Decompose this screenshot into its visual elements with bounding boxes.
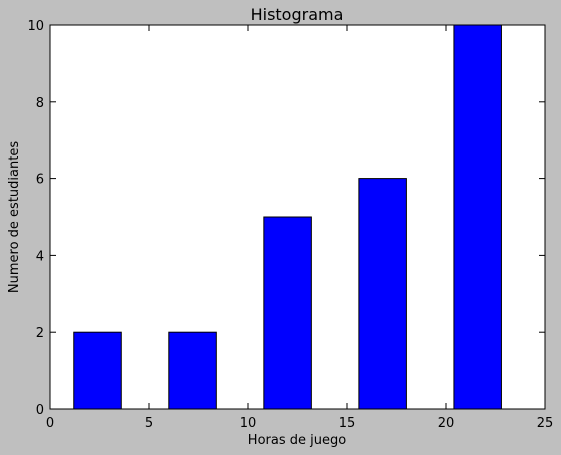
histogram-bar-1 [73,331,122,410]
y-axis-label: Numero de estudiantes [7,141,22,293]
y-tick-label: 4 [36,249,44,264]
histogram-bar-4 [358,178,407,410]
histogram-bar-2 [168,331,217,410]
y-tick-label: 0 [36,403,44,418]
x-tick-label: 15 [339,416,356,431]
histogram-bar-3 [263,216,312,410]
plot-frame [49,24,546,410]
x-tick-label: 25 [537,416,554,431]
x-tick-label: 0 [46,416,54,431]
chart-title: Histograma [251,5,344,24]
x-tick-label: 10 [240,416,257,431]
x-axis-label: Horas de juego [248,433,346,448]
x-tick-label: 5 [145,416,153,431]
y-tick-label: 10 [27,19,44,34]
y-tick-label: 8 [36,96,44,111]
y-tick-label: 6 [36,173,44,188]
x-tick-label: 20 [438,416,455,431]
histogram-bar-5 [453,24,502,410]
y-tick-label: 2 [36,326,44,341]
bars-layer [73,24,502,410]
ticks-layer: 0 5 10 15 20 25 0 2 4 6 8 10 [27,19,553,431]
